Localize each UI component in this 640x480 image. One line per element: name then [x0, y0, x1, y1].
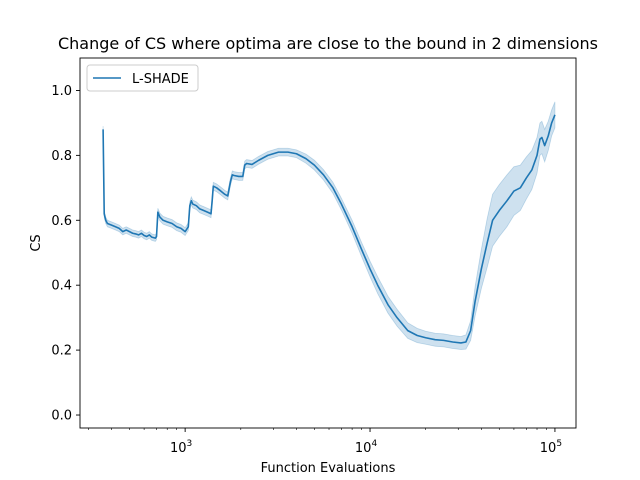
y-tick-label: 1.0 — [51, 84, 72, 99]
x-tick-label: 104 — [355, 439, 378, 456]
y-tick-label: 0.4 — [51, 279, 72, 294]
plot-frame — [79, 57, 577, 429]
legend: L-SHADE — [86, 64, 199, 92]
y-tick-label: 0.8 — [51, 149, 72, 164]
confidence-band-series-0 — [102, 101, 556, 350]
y-axis: 0.0 0.2 0.4 0.6 0.8 1.0 — [51, 84, 80, 424]
series-line-0 — [102, 114, 556, 344]
x-axis-label: Function Evaluations — [261, 461, 396, 476]
x-axis: 103 104 105 — [88, 428, 562, 456]
plot-area — [79, 57, 577, 429]
series-layer — [102, 101, 556, 350]
chart-title: Change of CS where optima are close to t… — [58, 34, 598, 53]
y-tick-label: 0.2 — [51, 344, 72, 359]
legend-label-l-shade: L-SHADE — [132, 72, 189, 87]
x-tick-label: 105 — [540, 439, 562, 456]
y-tick-label: 0.0 — [51, 409, 72, 424]
legend-frame — [86, 64, 199, 92]
y-axis-label: CS — [29, 234, 44, 251]
y-tick-label: 0.6 — [51, 214, 72, 229]
x-tick-label: 103 — [170, 439, 192, 456]
